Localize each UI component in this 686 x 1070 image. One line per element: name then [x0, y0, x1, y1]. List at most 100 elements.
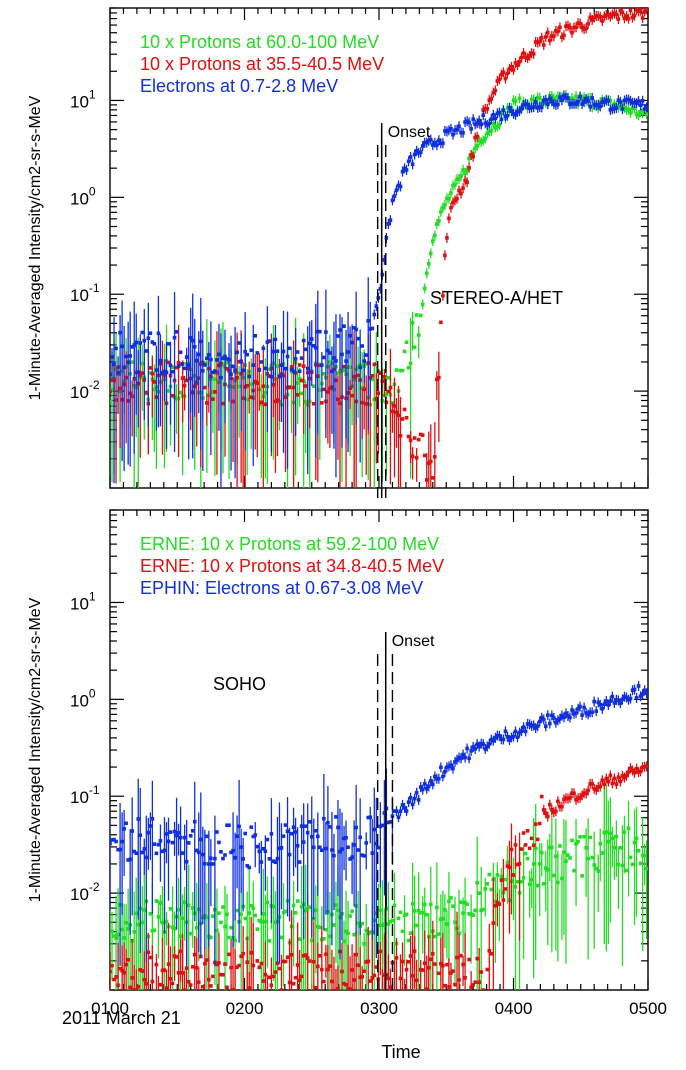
data-point [336, 908, 340, 913]
data-point [443, 769, 447, 774]
data-point [640, 16, 645, 20]
data-point [590, 710, 594, 715]
data-point [570, 791, 574, 795]
data-point [217, 840, 221, 845]
data-point [259, 400, 264, 405]
data-point [626, 770, 631, 774]
data-point [122, 365, 126, 370]
data-point [211, 914, 215, 918]
data-point [342, 364, 346, 369]
data-point [531, 862, 536, 866]
data-point [594, 788, 599, 792]
data-point [188, 931, 193, 936]
data-point [352, 843, 356, 847]
data-point [588, 782, 592, 786]
data-point [311, 343, 316, 348]
data-point [453, 920, 457, 925]
data-point [203, 961, 207, 966]
data-point [342, 939, 346, 944]
data-point [164, 832, 169, 836]
data-point [588, 835, 592, 840]
data-point [515, 63, 520, 67]
data-point [545, 814, 550, 819]
data-point [485, 123, 490, 127]
data-point [525, 856, 530, 861]
data-point [505, 860, 510, 865]
data-point [332, 356, 336, 360]
data-point [433, 774, 437, 779]
data-point [422, 286, 427, 291]
data-point [511, 68, 516, 72]
data-point [459, 756, 463, 761]
data-point [531, 97, 536, 102]
data-point [138, 341, 143, 345]
data-point [566, 23, 570, 28]
data-point [184, 859, 189, 864]
data-point [453, 982, 457, 987]
data-point [386, 389, 391, 394]
data-point [273, 337, 278, 342]
data-point [140, 850, 145, 855]
data-point [562, 715, 566, 720]
data-point [410, 974, 415, 978]
data-point [477, 118, 482, 123]
data-point [443, 907, 447, 912]
data-point [324, 927, 328, 932]
data-point [437, 138, 441, 143]
data-point [144, 981, 149, 986]
data-point [495, 79, 500, 83]
data-point [642, 9, 647, 14]
data-point [404, 415, 409, 420]
data-point [574, 711, 578, 715]
data-point [596, 14, 601, 18]
data-point [487, 949, 492, 953]
data-point [196, 352, 201, 357]
data-point [225, 357, 229, 361]
data-point [499, 874, 504, 879]
y-tick-label: 100 [70, 686, 96, 710]
data-point [535, 106, 540, 110]
data-point [550, 34, 554, 38]
data-point [289, 365, 294, 369]
data-point [632, 13, 637, 18]
data-point [489, 737, 494, 742]
data-point [334, 815, 338, 819]
data-point [572, 712, 576, 716]
data-point [237, 341, 241, 345]
data-point [455, 177, 459, 182]
data-point [265, 837, 270, 842]
data-point [515, 879, 520, 884]
data-point [471, 117, 475, 121]
data-point [431, 952, 435, 956]
data-point [120, 344, 124, 349]
data-point [307, 905, 312, 909]
data-point [469, 127, 473, 131]
data-point [461, 962, 465, 967]
data-point [362, 942, 367, 946]
data-point [400, 803, 405, 807]
data-point [604, 776, 609, 781]
data-point [386, 375, 391, 380]
data-point [604, 699, 609, 703]
data-point [463, 171, 467, 175]
data-point [638, 769, 643, 774]
data-point [545, 713, 550, 717]
data-point [445, 765, 449, 770]
data-point [194, 926, 199, 930]
data-point [586, 22, 590, 26]
data-point [221, 363, 225, 368]
data-point [378, 371, 383, 375]
data-point [481, 108, 486, 112]
data-point [378, 908, 383, 913]
data-point [418, 432, 423, 437]
data-point [570, 838, 574, 843]
data-point [455, 757, 459, 762]
data-point [568, 102, 572, 107]
data-point [543, 811, 548, 816]
data-point [404, 809, 409, 813]
data-point [420, 787, 425, 792]
data-point [237, 824, 241, 829]
data-point [390, 918, 395, 923]
data-point [582, 27, 586, 31]
data-point [400, 169, 405, 174]
